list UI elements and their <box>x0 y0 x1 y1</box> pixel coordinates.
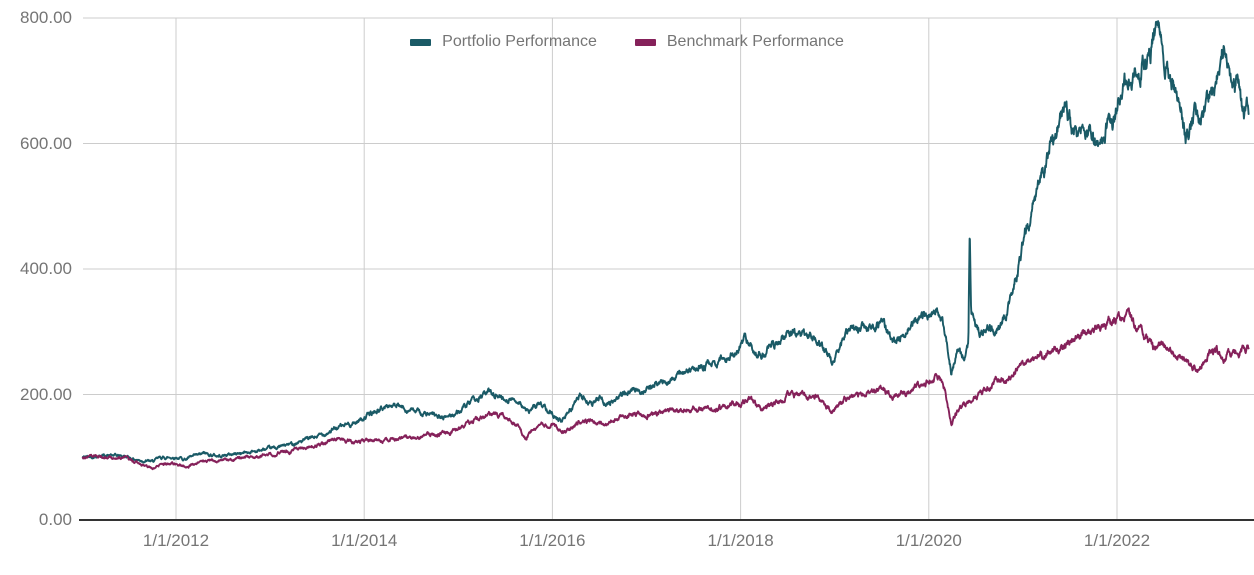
y-axis-tick-label: 400.00 <box>20 259 72 278</box>
benchmark-series-line <box>81 307 1250 471</box>
y-axis-tick-label: 800.00 <box>20 8 72 27</box>
chart-legend: Portfolio Performance Benchmark Performa… <box>0 33 1254 51</box>
x-axis-tick-label: 1/1/2022 <box>1083 531 1151 550</box>
x-axis-tick-label: 1/1/2012 <box>142 531 210 550</box>
legend-label-portfolio: Portfolio Performance <box>442 33 597 50</box>
portfolio-series-line <box>81 20 1250 464</box>
x-axis-tick-label: 1/1/2020 <box>895 531 962 550</box>
y-axis-tick-label: 600.00 <box>20 133 72 153</box>
y-axis-tick-label: 200.00 <box>20 384 72 404</box>
x-axis-tick-label: 1/1/2018 <box>707 531 774 550</box>
portfolio-color-swatch-icon <box>410 38 432 46</box>
legend-item-portfolio: Portfolio Performance <box>410 33 597 51</box>
x-axis-tick-label: 1/1/2016 <box>519 531 586 550</box>
x-axis-tick-label: 1/1/2014 <box>331 531 398 550</box>
y-axis-tick-label: 0.00 <box>38 510 72 529</box>
benchmark-color-swatch-icon <box>634 38 656 46</box>
legend-label-benchmark: Benchmark Performance <box>666 33 844 50</box>
legend-item-benchmark: Benchmark Performance <box>634 33 844 51</box>
